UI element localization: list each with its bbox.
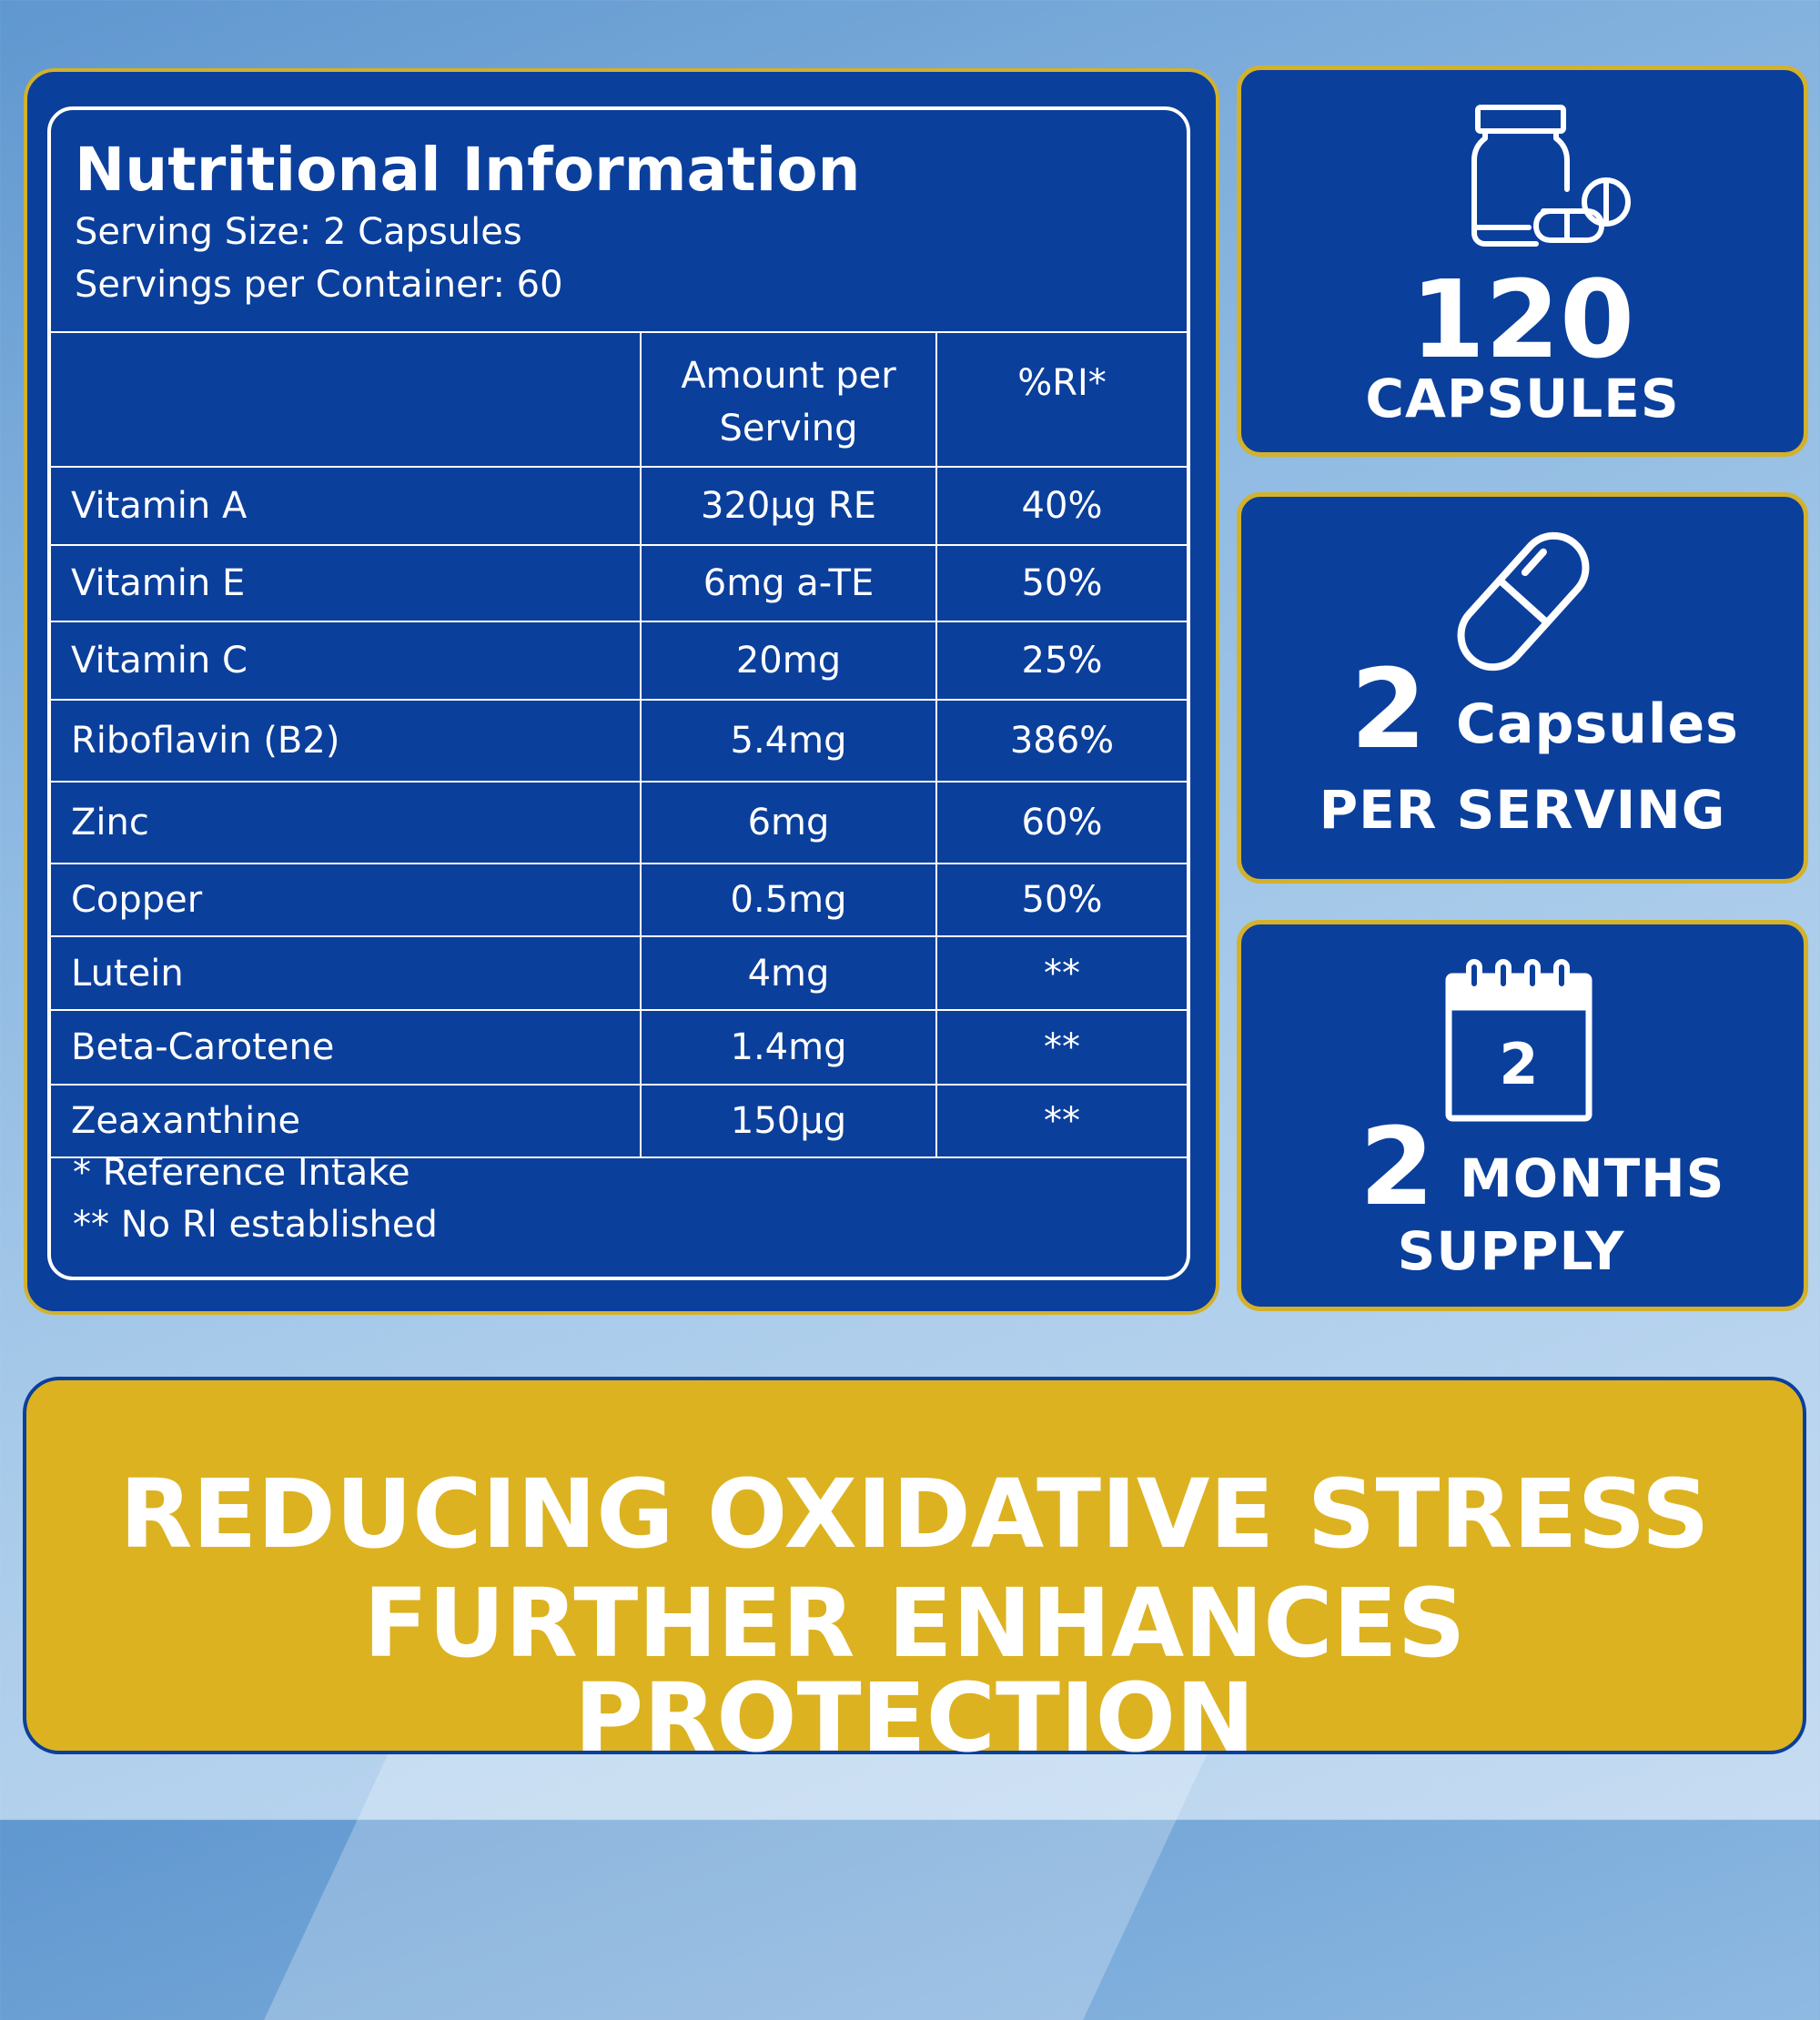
- banner-line-2: FURTHER ENHANCES PROTECTION: [363, 1568, 1466, 1773]
- table-row: Zeaxanthine 150µg **: [51, 1084, 1187, 1157]
- header-amount: Amount per Serving: [640, 331, 936, 467]
- per-serving-word: Capsules: [1456, 692, 1739, 756]
- claim-banner: REDUCING OXIDATIVE STRESS FURTHER ENHANC…: [23, 1377, 1806, 1765]
- supply-card: 2 2 MONTHS SUPPLY: [1237, 920, 1808, 1311]
- nutrient-ri: **: [935, 935, 1187, 1010]
- nutrient-ri: 60%: [935, 781, 1187, 864]
- nutrition-panel: Nutritional Information Serving Size: 2 …: [24, 68, 1219, 1315]
- capsule-count-label: CAPSULES: [1365, 368, 1680, 429]
- nutrient-amount: 1.4mg: [640, 1009, 936, 1085]
- table-row: Lutein 4mg **: [51, 935, 1187, 1010]
- table-row: Copper 0.5mg 50%: [51, 863, 1187, 936]
- table-row: Vitamin E 6mg a-TE 50%: [51, 544, 1187, 621]
- pill-bottle-icon: [1471, 105, 1631, 247]
- nutrient-ri: 25%: [935, 621, 1187, 700]
- servings-per-container: Servings per Container: 60: [75, 264, 563, 306]
- nutrient-name: Vitamin E: [51, 544, 641, 621]
- table-row: Vitamin A 320µg RE 40%: [51, 466, 1187, 545]
- nutrition-label: Nutritional Information Serving Size: 2 …: [47, 106, 1190, 1280]
- nutrient-name: Riboflavin (B2): [51, 699, 641, 782]
- nutrient-amount: 320µg RE: [640, 466, 936, 545]
- nutrition-title: Nutritional Information: [75, 135, 861, 205]
- nutrient-name: Lutein: [51, 935, 641, 1010]
- calendar-icon: 2: [1445, 959, 1592, 1122]
- nutrient-ri: **: [935, 1084, 1187, 1157]
- footnote-reference-intake: * Reference Intake: [73, 1152, 410, 1194]
- capsule-count-card: 120 CAPSULES: [1237, 66, 1808, 457]
- nutrient-ri: **: [935, 1009, 1187, 1085]
- nutrient-ri: 40%: [935, 466, 1187, 545]
- supply-number: 2: [1360, 1104, 1435, 1229]
- nutrient-name: Vitamin A: [51, 466, 641, 545]
- capsule-count-number: 120: [1410, 257, 1635, 382]
- nutrient-amount: 0.5mg: [640, 863, 936, 936]
- nutrient-name: Zeaxanthine: [51, 1084, 641, 1157]
- footnote-no-ri: ** No Rl established: [73, 1204, 438, 1246]
- nutrient-ri: 50%: [935, 544, 1187, 621]
- serving-size: Serving Size: 2 Capsules: [75, 211, 522, 253]
- per-serving-card: 2 Capsules PER SERVING: [1237, 492, 1808, 884]
- nutrient-amount: 4mg: [640, 935, 936, 1010]
- table-row: Riboflavin (B2) 5.4mg 386%: [51, 699, 1187, 782]
- nutrient-amount: 6mg a-TE: [640, 544, 936, 621]
- supply-label: SUPPLY: [1397, 1220, 1625, 1282]
- background-sheen: [264, 1747, 1210, 2020]
- nutrient-amount: 150µg: [640, 1084, 936, 1157]
- nutrient-name: Zinc: [51, 781, 641, 864]
- header-ri-text: %RI*: [1017, 362, 1107, 404]
- header-nutrient: [51, 331, 641, 467]
- table-row: Beta-Carotene 1.4mg **: [51, 1009, 1187, 1085]
- per-serving-number: 2: [1350, 647, 1427, 773]
- capsule-icon: [1457, 531, 1590, 672]
- nutrient-amount: 5.4mg: [640, 699, 936, 782]
- nutrient-amount: 6mg: [640, 781, 936, 864]
- table-row: Vitamin C 20mg 25%: [51, 621, 1187, 700]
- calendar-number: 2: [1499, 1031, 1538, 1097]
- nutrient-amount: 20mg: [640, 621, 936, 700]
- nutrient-ri: 50%: [935, 863, 1187, 936]
- header-ri: %RI*: [935, 331, 1187, 467]
- nutrient-name: Copper: [51, 863, 641, 936]
- header-amount-line1: Amount per: [681, 355, 896, 397]
- header-amount-line2: Serving: [719, 408, 858, 449]
- nutrient-name: Beta-Carotene: [51, 1009, 641, 1085]
- nutrition-table: Amount per Serving %RI* Vitamin A 320µg R…: [51, 331, 1187, 1159]
- table-header-row: Amount per Serving %RI*: [51, 331, 1187, 467]
- nutrient-ri: 386%: [935, 699, 1187, 782]
- table-row: Zinc 6mg 60%: [51, 781, 1187, 864]
- banner-line-1: REDUCING OXIDATIVE STRESS: [119, 1459, 1710, 1570]
- nutrient-name: Vitamin C: [51, 621, 641, 700]
- per-serving-label: PER SERVING: [1319, 779, 1726, 841]
- supply-months: MONTHS: [1460, 1147, 1725, 1209]
